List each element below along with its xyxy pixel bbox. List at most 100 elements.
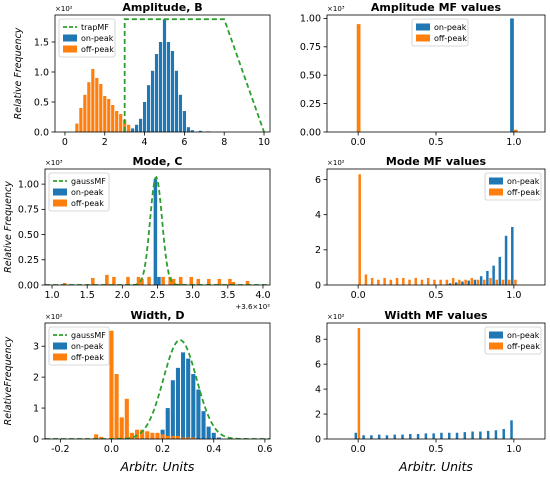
legend: on-peak off-peak <box>411 18 469 47</box>
on-peak-bar <box>448 283 452 285</box>
y-axis-multiplier: ×10³ <box>45 159 63 167</box>
off-peak-bar <box>91 277 95 285</box>
off-peak-bar <box>377 279 380 285</box>
x-tick-label: 10 <box>258 137 270 148</box>
x-tick-label: 3.5 <box>220 290 235 301</box>
off-peak-bar <box>189 276 194 285</box>
off-peak-bar <box>231 281 236 285</box>
x-tick-label: 0.5 <box>428 290 443 301</box>
on-peak-bar <box>455 432 459 439</box>
subplot-4: 0.0 0.5 1.0 0 2 4 6 Mode MF values ×10² on-peak of… <box>315 155 546 301</box>
off-peak-bar <box>129 432 134 439</box>
y-tick-label: 1.0 <box>34 67 49 78</box>
on-peak-bar <box>178 94 183 132</box>
on-peak-bar <box>461 281 464 285</box>
subplot-title: Amplitude MF values <box>371 1 502 14</box>
on-peak-bar <box>454 282 458 285</box>
plot-area <box>45 175 270 285</box>
subplot-title: Mode, C <box>133 155 183 168</box>
y-tick-label: 0.00 <box>18 280 39 291</box>
plot-area <box>358 174 517 285</box>
on-peak-bar <box>393 434 396 439</box>
x-tick-label: 0.4 <box>206 444 221 455</box>
off-peak-bar <box>514 279 517 285</box>
x-tick-label: 1.0 <box>506 444 521 455</box>
off-peak-bar <box>501 279 505 285</box>
legend-swatch <box>53 342 67 350</box>
x-tick-label: 4 <box>142 137 148 148</box>
off-peak-bar <box>245 280 250 285</box>
trapMF-line <box>123 18 265 132</box>
off-peak-bar <box>433 279 436 285</box>
off-peak-bar <box>181 437 186 439</box>
legend-label: gaussMF <box>71 177 106 186</box>
legend: trapMF on-peak off-peak <box>58 18 116 58</box>
legend-swatch <box>489 342 503 350</box>
off-peak-bar <box>217 278 222 285</box>
on-peak-bar <box>385 435 389 439</box>
y-tick-label: 1.00 <box>18 179 39 190</box>
plot-area <box>75 18 265 132</box>
x-tick-label: 0 <box>62 137 68 148</box>
off-peak-bar <box>395 277 399 285</box>
off-peak-bar <box>168 276 172 285</box>
off-peak-bar <box>513 129 518 132</box>
on-peak-bar <box>463 432 467 439</box>
y-tick-label: 0 <box>315 280 321 291</box>
off-peak-bar <box>115 111 119 132</box>
on-peak-bar <box>401 434 404 439</box>
off-peak-bar <box>124 398 129 439</box>
subplot-title: Amplitude, B <box>122 1 202 14</box>
y-axis-multiplier: ×10³ <box>327 5 345 13</box>
y-axis-multiplier: ×10² <box>45 313 63 321</box>
on-peak-bar <box>175 367 180 439</box>
y-tick-label: 6 <box>315 175 321 186</box>
x-tick-label: 0.6 <box>257 444 272 455</box>
y-axis-multiplier: ×10² <box>327 313 345 321</box>
off-peak-bar <box>119 114 123 132</box>
legend-label: off-peak <box>507 342 540 351</box>
legend-label: off-peak <box>71 353 104 362</box>
y-tick-label: 2 <box>33 372 39 383</box>
x-tick-label: -0.2 <box>51 444 70 455</box>
x-tick-label: 3.0 <box>185 290 200 301</box>
x-tick-label: 2.5 <box>150 290 165 301</box>
on-peak-bar <box>165 408 170 439</box>
off-peak-bar <box>150 432 155 439</box>
plot-area <box>45 330 270 439</box>
on-peak-bar <box>494 430 498 439</box>
off-peak-bar <box>175 435 180 439</box>
on-peak-bar <box>158 42 163 132</box>
y-tick-label: 0.50 <box>18 230 39 241</box>
off-peak-bar <box>87 82 91 132</box>
off-peak-bar <box>364 274 368 285</box>
off-peak-bar <box>75 123 79 132</box>
axes-frame <box>54 14 271 133</box>
on-peak-bar <box>216 437 221 439</box>
on-peak-bar <box>486 270 489 285</box>
off-peak-bar <box>445 279 449 285</box>
off-peak-bar <box>147 276 151 285</box>
y-axis-label: RelativeFrequency <box>3 336 14 425</box>
legend-swatch <box>53 199 67 207</box>
x-axis-offset: +3.6×10² <box>235 303 270 311</box>
y-tick-label: 6 <box>315 359 321 370</box>
y-tick-label: 0.0 <box>34 127 49 138</box>
y-tick-label: 0.00 <box>300 127 321 138</box>
legend-label: off-peak <box>81 45 114 54</box>
legend-label: on-peak <box>434 23 467 32</box>
x-tick-label: 1.5 <box>80 290 95 301</box>
off-peak-bar <box>161 276 165 285</box>
on-peak-bar <box>196 389 201 439</box>
legend: on-peak off-peak <box>484 326 542 355</box>
on-peak-bar <box>486 430 490 439</box>
legend: gaussMF on-peak off-peak <box>48 326 110 366</box>
off-peak-bar <box>370 277 374 285</box>
off-peak-bar <box>105 274 109 285</box>
off-peak-bar <box>83 94 87 132</box>
off-peak-bar <box>114 374 119 439</box>
legend-label: on-peak <box>507 331 540 340</box>
off-peak-bar <box>402 277 405 285</box>
x-tick-label: 2.0 <box>115 290 130 301</box>
legend-label: off-peak <box>71 199 104 208</box>
